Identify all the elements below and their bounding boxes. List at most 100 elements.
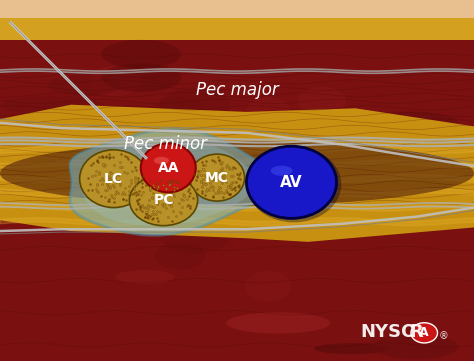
- Point: [198, 159, 206, 165]
- Point: [229, 173, 237, 179]
- Point: [224, 162, 231, 168]
- Ellipse shape: [314, 343, 390, 354]
- Bar: [0, 141, 474, 206]
- Point: [95, 169, 103, 175]
- Point: [225, 191, 233, 197]
- Point: [229, 179, 237, 184]
- Point: [214, 190, 222, 195]
- Point: [140, 189, 147, 195]
- Point: [173, 179, 180, 185]
- Point: [169, 208, 177, 214]
- Point: [193, 186, 201, 192]
- Point: [152, 211, 160, 217]
- Point: [132, 189, 139, 195]
- Point: [172, 213, 180, 218]
- Point: [105, 155, 113, 161]
- Point: [198, 178, 205, 184]
- Point: [236, 170, 243, 176]
- Point: [135, 196, 143, 202]
- Point: [103, 187, 111, 193]
- Point: [201, 167, 208, 173]
- Ellipse shape: [160, 221, 230, 254]
- Point: [208, 183, 216, 189]
- Point: [167, 202, 174, 208]
- Point: [88, 162, 95, 168]
- Point: [109, 182, 117, 188]
- Point: [111, 176, 119, 182]
- Point: [103, 180, 111, 186]
- Point: [217, 161, 225, 167]
- Point: [158, 193, 166, 199]
- Point: [218, 166, 226, 171]
- Point: [106, 177, 114, 182]
- Point: [110, 195, 118, 201]
- Point: [134, 191, 142, 197]
- Point: [199, 180, 207, 186]
- Point: [146, 179, 154, 184]
- Point: [228, 167, 235, 173]
- Point: [182, 203, 190, 209]
- Point: [101, 195, 109, 200]
- Point: [199, 166, 207, 172]
- Point: [147, 203, 155, 209]
- Point: [197, 172, 205, 178]
- Point: [104, 184, 111, 190]
- Point: [201, 181, 209, 187]
- Point: [199, 162, 207, 168]
- Point: [160, 202, 168, 208]
- Point: [100, 161, 107, 166]
- Point: [146, 185, 154, 191]
- Point: [167, 204, 174, 209]
- Point: [170, 184, 178, 190]
- Point: [132, 167, 140, 173]
- Point: [118, 191, 126, 197]
- Text: A: A: [419, 326, 429, 339]
- Point: [199, 180, 207, 186]
- Point: [227, 184, 234, 190]
- Point: [100, 163, 108, 169]
- Point: [110, 162, 118, 168]
- Point: [106, 155, 113, 160]
- Point: [146, 187, 154, 192]
- Point: [215, 157, 223, 162]
- Point: [177, 210, 185, 216]
- Point: [116, 172, 123, 178]
- Point: [111, 191, 119, 197]
- Point: [221, 169, 228, 175]
- Point: [107, 175, 115, 181]
- Point: [110, 184, 118, 190]
- Point: [186, 205, 194, 211]
- Point: [173, 185, 181, 191]
- Point: [200, 177, 207, 182]
- Point: [96, 177, 104, 183]
- Ellipse shape: [298, 197, 346, 227]
- Point: [98, 154, 105, 160]
- Point: [149, 182, 157, 187]
- Point: [101, 162, 109, 168]
- Point: [208, 157, 216, 163]
- Point: [143, 214, 151, 220]
- Point: [222, 164, 230, 170]
- Point: [104, 176, 112, 182]
- Point: [148, 194, 155, 200]
- Point: [145, 206, 152, 212]
- Point: [95, 171, 102, 177]
- Point: [218, 160, 226, 165]
- Ellipse shape: [298, 87, 346, 117]
- Point: [217, 172, 225, 178]
- Point: [156, 209, 164, 215]
- Point: [208, 177, 216, 183]
- Point: [106, 169, 114, 174]
- Point: [136, 203, 144, 209]
- Point: [148, 212, 155, 217]
- Point: [215, 184, 222, 190]
- Point: [203, 186, 211, 192]
- Point: [118, 151, 125, 157]
- Point: [135, 200, 142, 206]
- Point: [138, 184, 146, 190]
- Text: R: R: [409, 323, 423, 341]
- Point: [131, 174, 138, 180]
- Point: [145, 197, 153, 203]
- Point: [130, 186, 137, 192]
- Point: [120, 169, 128, 175]
